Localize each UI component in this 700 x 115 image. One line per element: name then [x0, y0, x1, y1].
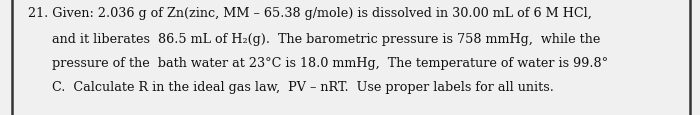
Text: C.  Calculate R in the ideal gas law,  PV – nRT.  Use proper labels for all unit: C. Calculate R in the ideal gas law, PV … [28, 80, 554, 93]
Text: and it liberates  86.5 mL of H₂(g).  The barometric pressure is 758 mmHg,  while: and it liberates 86.5 mL of H₂(g). The b… [28, 33, 601, 46]
Text: pressure of the  bath water at 23°C is 18.0 mmHg,  The temperature of water is 9: pressure of the bath water at 23°C is 18… [28, 56, 608, 69]
Text: 21. Given: 2.036 g of Zn(zinc, MM – 65.38 g/mole) is dissolved in 30.00 mL of 6 : 21. Given: 2.036 g of Zn(zinc, MM – 65.3… [28, 7, 592, 20]
